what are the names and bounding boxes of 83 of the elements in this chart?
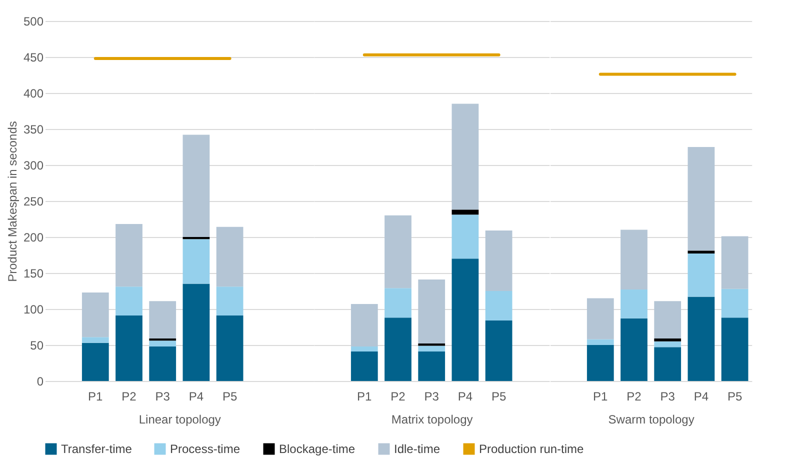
bar [149, 346, 176, 381]
bar [182, 134, 210, 237]
bar [82, 292, 109, 338]
y-tick-label: 150 [23, 266, 44, 280]
bar [418, 351, 446, 381]
bar [452, 210, 479, 215]
bar [384, 288, 412, 318]
bar [654, 301, 682, 339]
bar [216, 226, 244, 287]
y-tick-label: 100 [23, 302, 44, 316]
bar [149, 340, 176, 346]
bar [620, 230, 648, 290]
bar [216, 315, 244, 381]
legend-label: Process-time [170, 442, 240, 456]
bar [620, 318, 648, 381]
x-tick-label: P5 [222, 390, 238, 404]
bar [182, 284, 210, 381]
legend-label: Idle-time [394, 442, 440, 456]
bar [452, 104, 479, 210]
bar [350, 346, 378, 352]
bar [485, 291, 512, 321]
bar [418, 279, 446, 344]
bar [418, 346, 446, 352]
bar [384, 215, 412, 288]
x-tick-label: P3 [155, 390, 170, 404]
x-tick-label: P1 [593, 390, 608, 404]
bar [182, 239, 210, 284]
x-tick-label: P3 [660, 390, 676, 404]
bar [116, 286, 142, 316]
bar [721, 318, 748, 381]
x-tick-label: P2 [390, 390, 406, 404]
bar [586, 345, 614, 381]
x-tick-label: P1 [88, 390, 104, 404]
y-tick-label: 350 [23, 122, 44, 136]
x-tick-label: P2 [122, 390, 137, 404]
bar [384, 318, 412, 381]
x-tick-label: P4 [458, 390, 473, 404]
x-tick-label: P5 [491, 390, 506, 404]
y-tick-label: 500 [23, 14, 44, 28]
y-tick-label: 300 [23, 158, 44, 172]
legend-label: Transfer-time [61, 442, 132, 456]
bar [654, 338, 682, 342]
bar [452, 214, 479, 259]
y-tick-label: 200 [23, 230, 44, 244]
x-tick-label: P5 [727, 390, 742, 404]
y-axis-title: Product Makespan in seconds [5, 121, 20, 282]
legend-label: Production run-time [479, 442, 584, 456]
bar [586, 339, 614, 345]
bar [654, 347, 682, 381]
x-axis-title: Matrix topology [391, 412, 473, 426]
x-tick-label: P1 [357, 390, 372, 404]
bar [485, 320, 512, 381]
bar [688, 254, 715, 297]
bar [452, 258, 479, 381]
bar [116, 315, 142, 381]
x-axis-title: Linear topology [138, 412, 221, 426]
bar [149, 301, 176, 339]
bar [216, 286, 244, 316]
x-tick-label: P2 [626, 390, 642, 404]
y-tick-label: 0 [36, 374, 44, 388]
bar [688, 147, 715, 251]
y-tick-label: 250 [23, 194, 44, 208]
x-axis-title: Swarm topology [608, 412, 694, 426]
bar [350, 304, 378, 346]
legend-label: Blockage-time [279, 442, 356, 456]
bar [116, 224, 142, 287]
bar [620, 290, 648, 318]
bar [82, 337, 109, 343]
x-tick-label: P4 [188, 390, 204, 404]
x-tick-label: P3 [424, 390, 440, 404]
bar [350, 351, 378, 381]
bar [688, 296, 715, 381]
bar [721, 236, 748, 289]
y-tick-label: 400 [23, 86, 44, 100]
bar [485, 230, 512, 291]
y-tick-label: 450 [23, 50, 44, 64]
bar [586, 298, 614, 340]
bar [721, 288, 748, 318]
bar [654, 341, 682, 348]
bar [82, 342, 109, 381]
y-tick-label: 50 [30, 338, 44, 352]
x-tick-label: P4 [694, 390, 709, 404]
bar [688, 250, 715, 254]
